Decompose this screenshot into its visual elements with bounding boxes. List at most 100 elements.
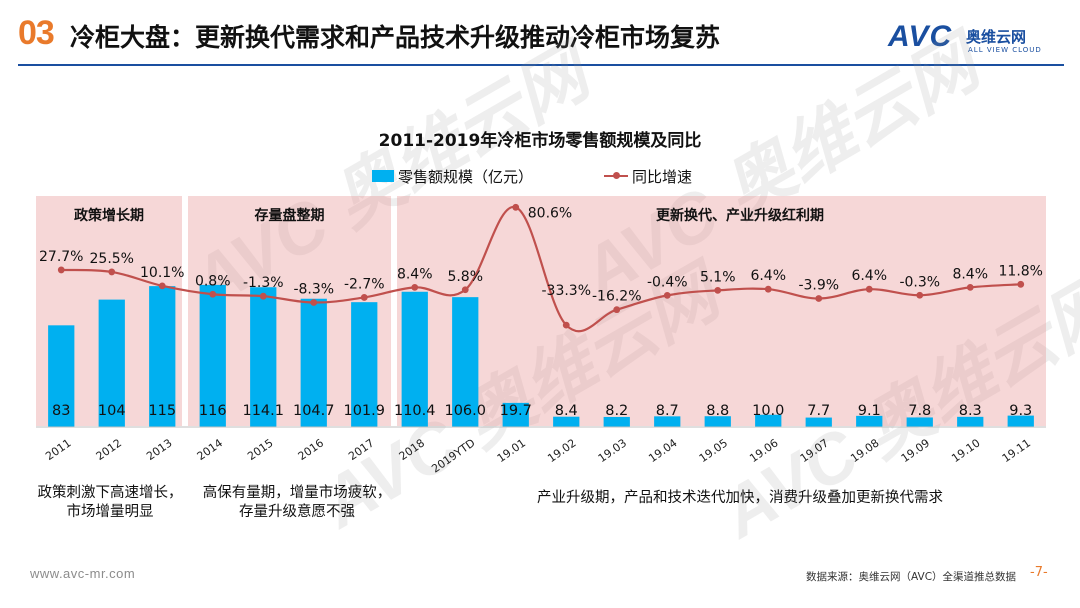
bar-value-label: 10.0: [752, 403, 784, 419]
bar: [300, 298, 327, 427]
phase-caption-stock: 高保有量期，增量市场疲软， 存量升级意愿不强: [202, 485, 392, 520]
x-tick-label: 2015: [245, 436, 275, 463]
growth-label: 6.4%: [851, 268, 887, 284]
growth-label: 5.1%: [700, 269, 736, 285]
x-tick-label: 19.05: [697, 436, 730, 465]
growth-label: -0.4%: [647, 274, 688, 290]
growth-label: 80.6%: [528, 205, 572, 221]
x-tick-label: 2016: [296, 436, 326, 463]
growth-point: [158, 282, 166, 290]
bar-value-label: 8.4: [555, 403, 578, 419]
bar-value-label: 110.4: [394, 403, 436, 419]
bar: [502, 402, 529, 427]
bar: [351, 302, 378, 427]
phase-label-stock: 存量盘整期: [254, 208, 325, 224]
bar: [149, 286, 176, 427]
growth-point: [1017, 280, 1025, 288]
bar: [199, 284, 226, 427]
phase-caption-policy: 政策刺激下高速增长， 市场增量明显: [37, 485, 183, 520]
bar: [654, 416, 681, 427]
x-tick-label: 2013: [144, 436, 174, 463]
bar-value-label: 8.3: [959, 403, 982, 419]
x-tick-label: 2019YTD: [429, 436, 477, 475]
x-tick-label: 2017: [346, 436, 376, 463]
growth-line: [61, 206, 1021, 333]
growth-point: [310, 299, 318, 306]
growth-label: 25.5%: [90, 251, 134, 267]
brand-logo: AVC 奥维云网 ALL VIEW CLOUD: [888, 20, 1064, 60]
bar-value-label: 101.9: [343, 403, 385, 419]
x-tick-label: 19.04: [646, 436, 679, 465]
growth-point: [512, 203, 520, 211]
growth-point: [663, 291, 671, 299]
growth-point: [613, 306, 621, 314]
growth-point: [865, 285, 873, 293]
x-tick-label: 19.09: [899, 436, 932, 465]
x-tick-label: 19.06: [747, 436, 780, 465]
phase-band-upgrade: [397, 196, 1046, 426]
growth-label: 27.7%: [39, 249, 83, 265]
bar: [704, 416, 731, 427]
phase-label-upgrade: 更新换代、产业升级红利期: [656, 208, 824, 224]
x-tick-label: 2012: [94, 436, 124, 463]
phase-caption-upgrade: 产业升级期，产品和技术迭代加快，消费升级叠加更新换代需求: [537, 490, 943, 506]
bar: [1007, 415, 1034, 427]
growth-point: [815, 295, 823, 302]
growth-point: [966, 283, 974, 291]
growth-label: 5.8%: [447, 269, 483, 285]
growth-point: [562, 321, 570, 329]
bar-value-label: 8.8: [706, 403, 729, 419]
page-title: 冷柜大盘：更新换代需求和产品技术升级推动冷柜市场复苏: [70, 23, 721, 52]
bar-value-label: 115: [148, 403, 176, 419]
legend-bar-swatch: [372, 170, 394, 182]
chart-title: 2011-2019年冷柜市场零售额规模及同比: [378, 131, 702, 151]
bar: [755, 414, 782, 427]
data-source: 数据来源：奥维云网（AVC）全渠道推总数据: [806, 571, 1017, 583]
growth-point: [57, 266, 65, 274]
bar-value-label: 8.7: [656, 403, 679, 419]
bar-value-label: 9.1: [858, 403, 881, 419]
page-number: -7-: [1030, 565, 1048, 580]
growth-label: -2.7%: [344, 276, 385, 292]
bar: [98, 299, 125, 427]
bar-value-label: 7.7: [807, 403, 830, 419]
growth-label: 8.4%: [397, 266, 433, 282]
x-tick-label: 19.10: [949, 436, 982, 465]
bar-value-label: 9.3: [1009, 403, 1032, 419]
logo-avc-text: AVC: [888, 20, 953, 53]
legend-line-dot: [613, 172, 620, 179]
growth-label: 11.8%: [999, 263, 1043, 279]
section-number: 03: [18, 14, 55, 52]
bar: [856, 415, 883, 427]
growth-label: -0.3%: [899, 274, 940, 290]
logo-name-cn: 奥维云网: [966, 28, 1027, 46]
growth-label: -33.3%: [541, 283, 591, 299]
bar: [48, 325, 75, 427]
bar-value-label: 7.8: [908, 403, 931, 419]
growth-label: 6.4%: [750, 268, 786, 284]
growth-point: [108, 268, 116, 276]
bar: [603, 416, 630, 427]
x-tick-label: 2014: [195, 436, 225, 463]
growth-label: 10.1%: [140, 265, 184, 281]
growth-label: -1.3%: [243, 275, 284, 291]
x-tick-label: 19.02: [545, 436, 578, 465]
bar-value-label: 104: [98, 403, 126, 419]
website-link[interactable]: www.avc-mr.com: [30, 566, 136, 581]
bar: [553, 416, 580, 427]
bar-value-label: 106.0: [444, 403, 486, 419]
bar: [957, 416, 984, 427]
growth-point: [209, 290, 217, 298]
bar-value-label: 8.2: [605, 403, 628, 419]
x-tick-label: 19.01: [495, 436, 528, 465]
bar-value-label: 83: [52, 403, 70, 419]
logo-name-en: ALL VIEW CLOUD: [968, 46, 1042, 54]
x-tick-label: 19.07: [798, 436, 831, 465]
growth-point: [916, 291, 924, 299]
x-tick-label: 2018: [397, 436, 427, 463]
growth-point: [714, 286, 722, 294]
legend-bar-label: 零售额规模（亿元）: [398, 168, 534, 186]
bar-value-label: 104.7: [293, 403, 335, 419]
x-tick-label: 2011: [43, 436, 73, 463]
growth-point: [461, 286, 469, 294]
